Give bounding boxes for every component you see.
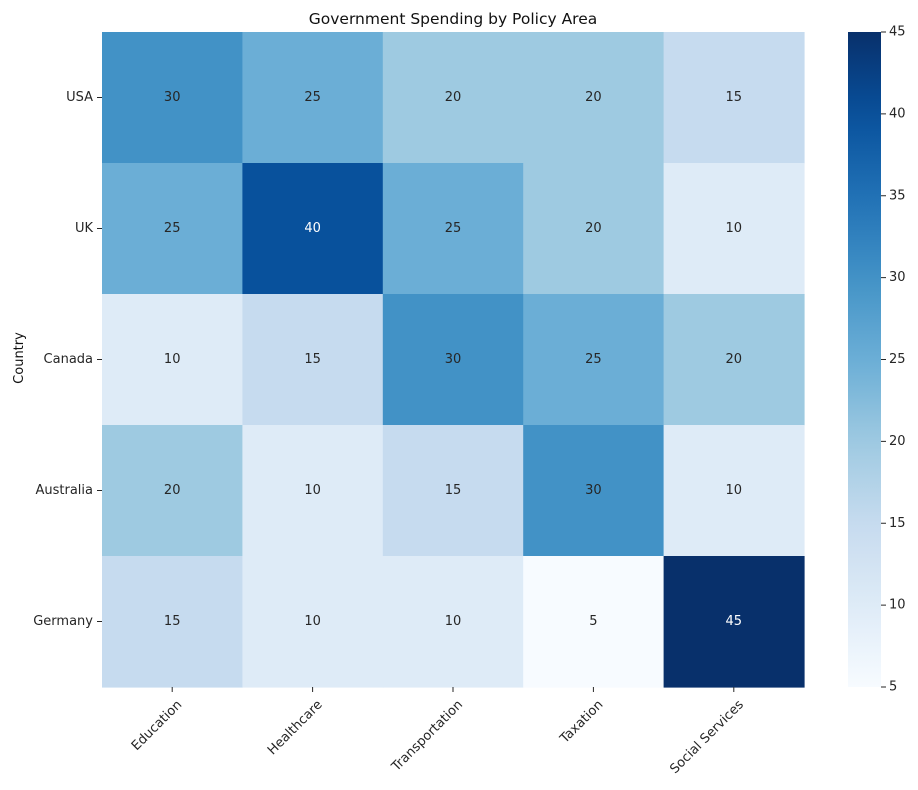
heatmap-cell	[382, 163, 524, 295]
x-tick-labels: Education Healthcare Transportation Taxatio…	[129, 687, 747, 777]
heatmap-cell	[382, 32, 524, 164]
y-tick-label: Australia	[35, 483, 93, 498]
heatmap-cell	[663, 163, 805, 295]
colorbar	[848, 32, 881, 687]
cell-value-label: 10	[164, 352, 181, 367]
cell-value-label: 25	[445, 221, 462, 236]
heatmap-cell	[382, 425, 524, 557]
heatmap-cell	[242, 294, 384, 426]
cell-value-label: 40	[304, 221, 321, 236]
cell-value-label: 15	[164, 614, 181, 629]
colorbar-tick-label: 40	[889, 106, 906, 121]
cell-value-label: 20	[164, 483, 181, 498]
x-tick-label: Education	[129, 697, 185, 753]
cell-value-label: 10	[304, 614, 321, 629]
cell-value-label: 45	[726, 614, 743, 629]
heatmap-cell	[523, 294, 665, 426]
cell-annotations: 30 25 20 20 15 25 40 25 20 10 10 15 30 25 20 20 10 15 30 10…	[164, 90, 742, 629]
heatmap-cell	[663, 425, 805, 557]
heatmap-cell	[382, 294, 524, 426]
colorbar-tick-label: 35	[889, 188, 906, 203]
cell-value-label: 20	[726, 352, 743, 367]
colorbar-tick-label: 5	[889, 680, 897, 695]
y-tick-label: Germany	[33, 614, 93, 629]
cell-value-label: 30	[445, 352, 462, 367]
heatmap-cell	[102, 32, 243, 164]
x-tick-label: Transportation	[388, 697, 466, 775]
heatmap-cell	[663, 294, 805, 426]
cell-value-label: 30	[585, 483, 602, 498]
colorbar-tick-label: 45	[889, 25, 906, 40]
y-tick-label: Canada	[44, 352, 93, 367]
heatmap-cell	[663, 556, 805, 688]
colorbar-tick-label: 25	[889, 352, 906, 367]
colorbar-tick-label: 30	[889, 270, 906, 285]
heatmap-cell	[523, 556, 665, 688]
colorbar-tick-label: 15	[889, 516, 906, 531]
cell-value-label: 10	[304, 483, 321, 498]
cell-value-label: 15	[304, 352, 321, 367]
x-tick-label: Taxation	[557, 697, 607, 747]
y-tick-label: USA	[66, 90, 93, 105]
cell-value-label: 30	[164, 90, 181, 105]
cell-value-label: 25	[164, 221, 181, 236]
heatmap-cell	[523, 32, 665, 164]
heatmap-cell	[663, 32, 805, 164]
heatmap-cells	[102, 32, 805, 688]
cell-value-label: 20	[585, 90, 602, 105]
y-axis-label: Country	[12, 332, 27, 384]
y-tick-labels: USA UK Canada Australia Germany	[33, 90, 102, 629]
heatmap-cell	[523, 425, 665, 557]
y-tick-label: UK	[75, 221, 94, 236]
heatmap-cell	[102, 163, 243, 295]
heatmap-cell	[102, 294, 243, 426]
cell-value-label: 10	[726, 483, 743, 498]
cell-value-label: 15	[445, 483, 462, 498]
cell-value-label: 20	[445, 90, 462, 105]
cell-value-label: 10	[726, 221, 743, 236]
cell-value-label: 20	[585, 221, 602, 236]
colorbar-ticks: 5 10 15 20 25 30 35 40 45	[881, 25, 906, 695]
heatmap-cell	[102, 556, 243, 688]
x-tick-label: Social Services	[667, 697, 747, 777]
heatmap-cell	[523, 163, 665, 295]
heatmap-cell	[242, 163, 384, 295]
cell-value-label: 25	[304, 90, 321, 105]
heatmap-cell	[242, 32, 384, 164]
heatmap-cell	[382, 556, 524, 688]
heatmap-cell	[102, 425, 243, 557]
heatmap-cell	[242, 425, 384, 557]
cell-value-label: 5	[589, 614, 597, 629]
colorbar-tick-label: 20	[889, 434, 906, 449]
cell-value-label: 10	[445, 614, 462, 629]
heatmap-cell	[242, 556, 384, 688]
chart-title: Government Spending by Policy Area	[309, 10, 597, 28]
cell-value-label: 15	[726, 90, 743, 105]
colorbar-tick-label: 10	[889, 598, 906, 613]
x-tick-label: Healthcare	[265, 697, 326, 758]
cell-value-label: 25	[585, 352, 602, 367]
